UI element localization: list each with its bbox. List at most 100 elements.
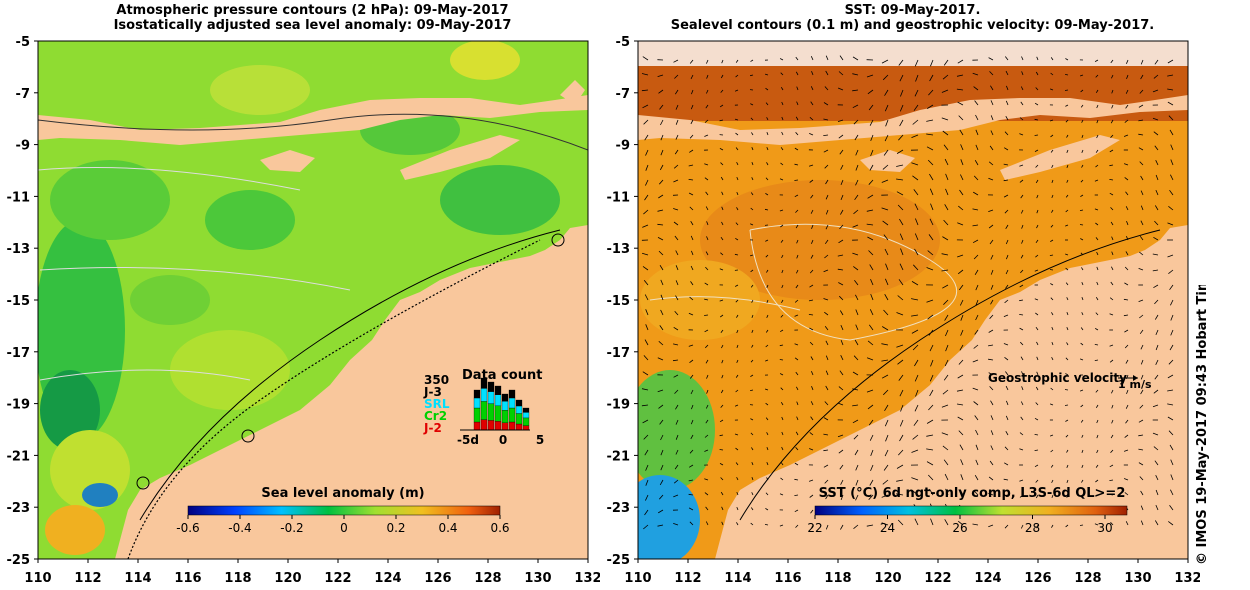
left-lon-label: 116 xyxy=(174,571,201,586)
colorbar-tick: 0.4 xyxy=(438,521,457,535)
left-lon-labels: 110 112 114 116 118 120 122 124 126 128 130 132 xyxy=(24,559,600,586)
sla-colorbar-title: Sea level anomaly (m) xyxy=(261,486,424,501)
data-count-bar xyxy=(487,381,495,392)
mission-j2: J-2 xyxy=(423,421,442,435)
data-count-bar xyxy=(494,405,502,422)
credit-text: © IMOS 19-May-2017 09:43 Hobart Time xyxy=(1195,285,1210,565)
right-lon-label: 130 xyxy=(1124,571,1151,586)
data-count-bar xyxy=(487,403,495,421)
sst-colorbar-ticks: 22 24 26 28 30 xyxy=(807,515,1113,535)
left-lat-label: -5 xyxy=(16,35,30,50)
data-count-bar xyxy=(480,377,488,389)
sla-colorbar-ticks: -0.6 -0.4 -0.2 0 0.2 0.4 0.6 xyxy=(176,515,510,535)
data-count-bar xyxy=(508,389,516,399)
left-lat-label: -7 xyxy=(16,87,30,102)
data-count-bar xyxy=(473,421,481,431)
right-lon-label: 112 xyxy=(674,571,701,586)
sla-map: -5 -7 -9 -11 -13 -15 -17 -19 -21 -23 -25 110 112 114… xyxy=(7,35,601,586)
left-lon-label: 126 xyxy=(424,571,451,586)
data-count-bar xyxy=(522,417,530,426)
left-lat-label: -25 xyxy=(7,553,31,568)
data-count-bar xyxy=(515,413,523,425)
left-lon-label: 118 xyxy=(224,571,251,586)
right-lat-label: -5 xyxy=(616,35,630,50)
right-lat-label: -9 xyxy=(616,139,630,154)
left-lat-label: -19 xyxy=(7,398,31,413)
colorbar-tick: -0.6 xyxy=(176,521,199,535)
left-lat-label: -13 xyxy=(7,242,31,257)
data-count-bar xyxy=(508,407,516,423)
mission-srl: SRL xyxy=(424,397,450,411)
colorbar-tick: 0 xyxy=(340,521,348,535)
left-lat-label: -15 xyxy=(7,294,31,309)
right-lon-label: 122 xyxy=(924,571,951,586)
data-count-bar xyxy=(501,393,509,402)
left-lon-label: 112 xyxy=(74,571,101,586)
left-title: Atmospheric pressure contours (2 hPa): 0… xyxy=(40,3,585,33)
data-count-title: Data count xyxy=(462,368,542,383)
left-lon-label: 120 xyxy=(274,571,301,586)
data-count-bar xyxy=(480,388,488,402)
data-count-max: 350 xyxy=(424,373,449,387)
right-lon-label: 118 xyxy=(824,571,851,586)
sst-map: -5 -7 -9 -11 -13 -15 -17 -19 -21 -23 -25 110 112 114… xyxy=(607,35,1201,586)
right-lat-labels: -5 -7 -9 -11 -13 -15 -17 -19 -21 -23 -25 xyxy=(607,35,638,568)
velocity-label: Geostrophic velocity xyxy=(988,371,1127,385)
right-lon-label: 116 xyxy=(774,571,801,586)
right-lat-label: -19 xyxy=(607,398,631,413)
dc-x-label-1: 0 xyxy=(499,433,507,447)
data-count-bar xyxy=(501,422,509,431)
left-lon-label: 128 xyxy=(474,571,501,586)
dc-x-label-2: 5 xyxy=(536,433,544,447)
colorbar-tick: 30 xyxy=(1097,521,1112,535)
data-count-bar xyxy=(473,389,481,399)
data-count-bar xyxy=(494,394,502,406)
left-lat-label: -17 xyxy=(7,346,31,361)
data-count-bar xyxy=(494,421,502,431)
data-count-bar xyxy=(473,407,481,423)
right-lon-label: 128 xyxy=(1074,571,1101,586)
colorbar-tick: -0.2 xyxy=(280,521,303,535)
data-count-bar xyxy=(522,412,530,419)
mission-cr2: Cr2 xyxy=(424,409,447,423)
left-lat-label: -21 xyxy=(7,449,31,464)
right-lon-label: 120 xyxy=(874,571,901,586)
right-lat-label: -7 xyxy=(616,87,630,102)
left-lon-label: 132 xyxy=(574,571,600,586)
data-count-bar xyxy=(515,405,523,414)
left-lon-label: 114 xyxy=(124,571,151,586)
data-count-bar xyxy=(508,421,516,431)
left-lon-label: 122 xyxy=(324,571,351,586)
colorbar-tick: 0.2 xyxy=(386,521,405,535)
right-lon-label: 114 xyxy=(724,571,751,586)
right-lat-label: -23 xyxy=(607,501,631,516)
left-lat-label: -23 xyxy=(7,501,31,516)
data-count-bar xyxy=(508,397,516,409)
data-count-bar xyxy=(501,410,509,423)
colorbar-tick: 0.6 xyxy=(490,521,509,535)
data-count-bar xyxy=(487,420,495,431)
left-title-line2: Isostatically adjusted sea level anomaly… xyxy=(113,18,512,33)
right-lon-label: 132 xyxy=(1174,571,1200,586)
colorbar-tick: 28 xyxy=(1025,521,1040,535)
data-count-bar xyxy=(522,425,530,431)
data-count-bar xyxy=(515,399,523,407)
data-count-bar xyxy=(501,401,509,411)
mission-j3: J-3 xyxy=(423,385,442,399)
left-lat-labels: -5 -7 -9 -11 -13 -15 -17 -19 -21 -23 -25 xyxy=(7,35,38,568)
right-lon-labels: 110 112 114 116 118 120 122 124 126 128 130 132 xyxy=(624,559,1200,586)
data-count-bar xyxy=(487,391,495,404)
colorbar-tick: -0.4 xyxy=(228,521,251,535)
right-lat-label: -13 xyxy=(607,242,631,257)
data-count-bar xyxy=(480,419,488,431)
right-lon-label: 110 xyxy=(624,571,651,586)
sla-colorbar xyxy=(187,505,501,516)
left-title-line1: Atmospheric pressure contours (2 hPa): 0… xyxy=(116,3,509,18)
colorbar-tick: 24 xyxy=(880,521,895,535)
data-count-bar xyxy=(522,407,530,413)
right-lat-label: -11 xyxy=(607,190,631,205)
left-lon-label: 124 xyxy=(374,571,401,586)
right-lat-label: -25 xyxy=(607,553,631,568)
velocity-scale-arrowhead xyxy=(1133,375,1138,381)
data-count-bar xyxy=(494,385,502,395)
